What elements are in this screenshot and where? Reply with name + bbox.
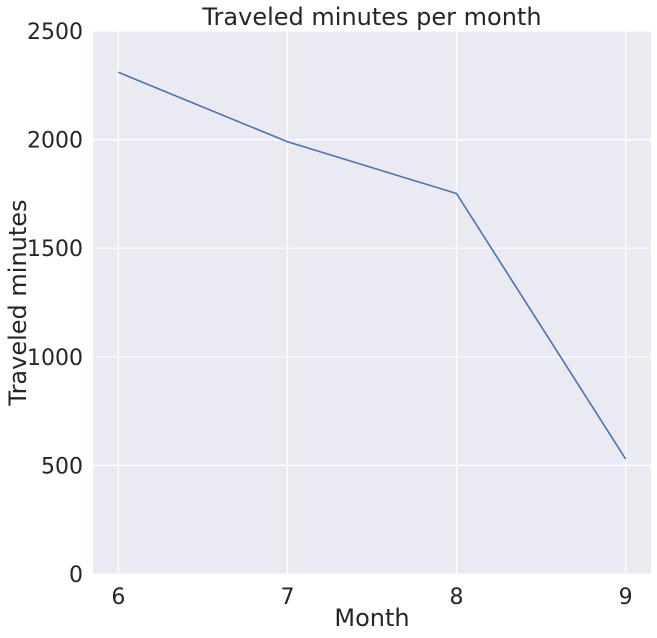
x-tick-label: 8: [450, 585, 464, 610]
y-tick-label: 0: [69, 563, 83, 588]
y-tick-labels: 0 500 1000 1500 2000 2500: [27, 20, 83, 588]
y-tick-label: 1500: [27, 237, 83, 262]
x-tick-label: 7: [280, 585, 294, 610]
plot-background: [93, 31, 651, 574]
gridlines: [93, 30, 651, 575]
x-tick-label: 9: [619, 585, 633, 610]
x-axis-label: Month: [334, 604, 409, 632]
y-tick-label: 2500: [27, 20, 83, 45]
y-tick-label: 1000: [27, 346, 83, 371]
y-tick-label: 2000: [27, 129, 83, 154]
series-line: [118, 71, 627, 460]
chart-title: Traveled minutes per month: [201, 3, 541, 31]
y-tick-label: 500: [41, 454, 83, 479]
y-axis-label: Traveled minutes: [4, 199, 32, 406]
x-tick-labels: 6 7 8 9: [111, 585, 632, 610]
x-tick-label: 6: [111, 585, 125, 610]
